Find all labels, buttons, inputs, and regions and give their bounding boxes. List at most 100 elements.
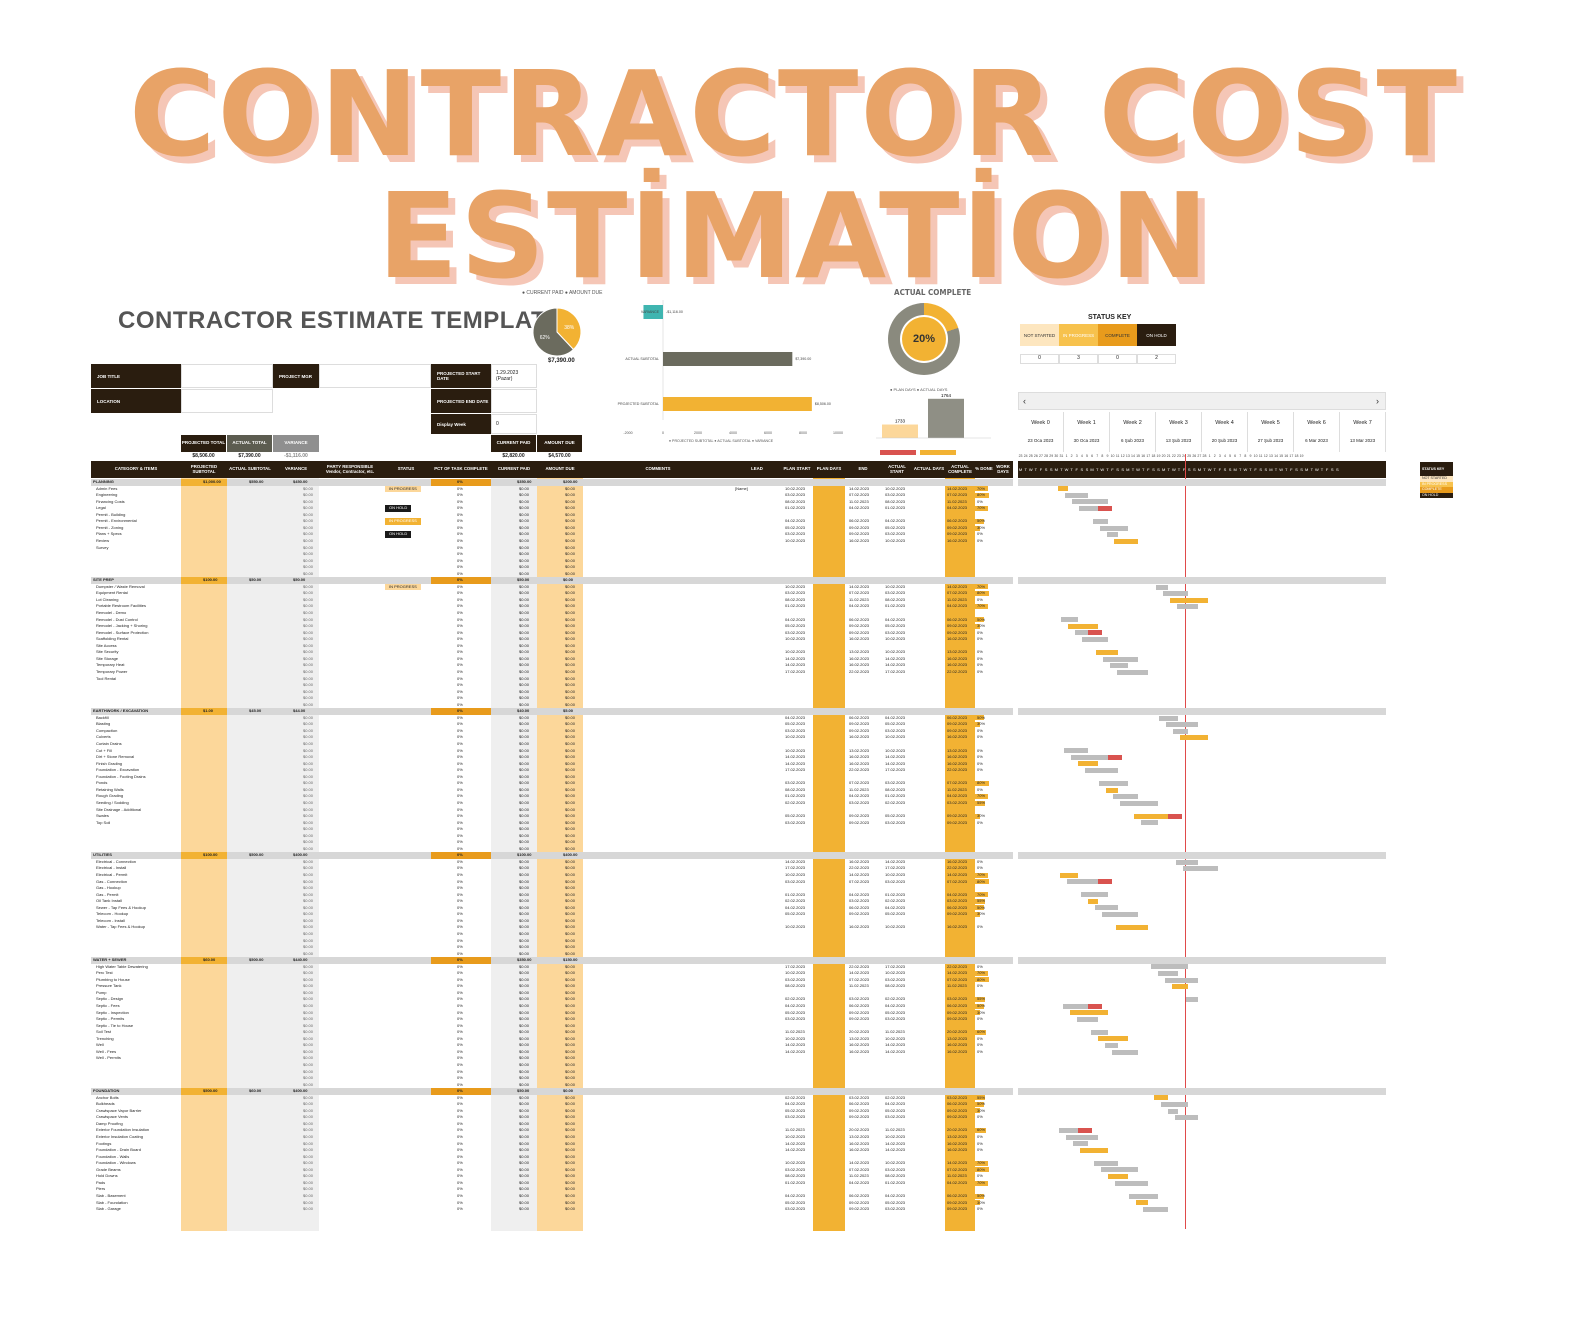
done-pct: 0% (977, 734, 983, 740)
plan-start: 14.02.2023 (785, 858, 806, 864)
section-name: UTILITIES (93, 852, 112, 858)
actual-complete: 09.02.2023 (947, 623, 968, 629)
actual-complete: 13.02.2023 (947, 747, 968, 753)
item-paid: $0.00 (519, 898, 530, 904)
plan-start: 05.02.2023 (785, 1199, 806, 1205)
gantt-overrun-bar (1088, 1003, 1102, 1009)
done-pct: 55% (977, 898, 986, 904)
actual-complete: 16.02.2023 (947, 636, 968, 642)
item-due: $0.00 (565, 885, 576, 891)
item-pct: 0% (457, 662, 463, 668)
item-paid: $0.00 (519, 629, 530, 635)
item-paid: $0.00 (519, 996, 530, 1002)
actual-complete: 03.02.2023 (947, 996, 968, 1002)
table-row: Ponds $0.00 0% $0.00 $0.00 03.02.2023 07.02.20… (91, 780, 1013, 787)
plan-start: 01.02.2023 (785, 505, 806, 511)
item-pct: 0% (457, 682, 463, 688)
gantt-day-letter: F (1075, 467, 1078, 472)
item-due: $0.00 (565, 1120, 576, 1126)
item-paid: $0.00 (519, 1120, 530, 1126)
gantt-day-number: 13 (1125, 454, 1130, 458)
item-due: $0.00 (565, 714, 576, 720)
end-date: 06.02.2023 (849, 904, 870, 910)
done-pct: 0% (977, 1206, 983, 1212)
item-pct: 0% (457, 989, 463, 995)
item-variance: $0.00 (303, 747, 314, 753)
item-variance: $0.00 (303, 806, 314, 812)
item-name: Site Access (96, 642, 117, 648)
table-row: Crawlspace Vapor Barrier $0.00 0% $0.00 $0.0… (91, 1108, 1013, 1115)
item-paid: $0.00 (519, 531, 530, 537)
item-variance: $0.00 (303, 832, 314, 838)
item-name: Plumbing to House (96, 976, 130, 982)
display-week-field[interactable]: 0 (491, 414, 537, 434)
gantt-day-number: 20 (1161, 454, 1166, 458)
item-due: $0.00 (565, 1134, 576, 1139)
table-row: Review $0.00 0% $0.00 $0.00 10.02.2023 16.02.2… (91, 538, 1013, 545)
plan-start: 02.02.2023 (785, 799, 806, 805)
item-variance: $0.00 (303, 937, 314, 943)
projected-start-field[interactable]: 1.29.2023 (Pazar) (491, 364, 537, 388)
actual-start: 05.02.2023 (885, 813, 906, 819)
actual-complete: 09.02.2023 (947, 531, 968, 537)
project-mgr-field[interactable] (319, 364, 431, 388)
location-field[interactable] (181, 389, 273, 413)
gantt-day-letter: S (1121, 467, 1125, 472)
item-paid: $0.00 (519, 754, 530, 760)
item-due: $0.00 (565, 911, 576, 917)
item-paid: $0.00 (519, 1094, 530, 1100)
actual-start: 03.02.2023 (885, 819, 906, 825)
bar-legend: ● PROJECTED SUBTOTAL ● ACTUAL SUBTOTAL ●… (669, 439, 774, 443)
item-variance: $0.00 (303, 944, 314, 950)
status-legend-item: NOT STARTED (1420, 476, 1453, 482)
job-title-field[interactable] (181, 364, 273, 388)
item-name: Electrical - Install (96, 865, 127, 871)
item-due: $0.00 (565, 1061, 576, 1067)
scroll-left-icon[interactable]: ‹ (1023, 396, 1026, 406)
end-date: 04.02.2023 (849, 603, 870, 609)
gantt-scrollbar[interactable]: ‹ › (1018, 392, 1386, 410)
item-paid: $0.00 (519, 989, 530, 995)
table-row: $0.00 0% $0.00 $0.00 (91, 551, 1013, 558)
projected-end-field[interactable] (491, 389, 537, 413)
table-row: Damp Proofing $0.00 0% $0.00 $0.00 (91, 1121, 1013, 1128)
table-row: $0.00 0% $0.00 $0.00 (91, 1082, 1013, 1089)
status-badge: IN PROGRESS (385, 518, 421, 525)
item-paid: $0.00 (519, 1075, 530, 1081)
gantt-bar (1176, 859, 1198, 865)
item-pct: 0% (457, 917, 463, 923)
gantt-day-letter: T (1034, 467, 1038, 472)
gantt-bar (1129, 1193, 1158, 1199)
project-mgr-label: PROJECT MGR (273, 364, 319, 388)
section-actual: $45.00 (249, 708, 262, 714)
gantt-bar (1071, 754, 1108, 760)
column-header: ACTUAL START (881, 461, 913, 478)
table-row: Pressure Tank $0.00 0% $0.00 $0.00 08.02.2023… (91, 983, 1013, 990)
gantt-bar (1134, 813, 1168, 819)
item-pct: 0% (457, 1199, 463, 1205)
actual-complete: 13.02.2023 (947, 1035, 968, 1041)
item-variance: $0.00 (303, 1075, 314, 1081)
plan-start: 01.02.2023 (785, 603, 806, 609)
table-row: Oil Tank Install $0.00 0% $0.00 $0.00 02.02.2… (91, 898, 1013, 905)
column-header: VARIANCE (273, 461, 319, 478)
item-due: $0.00 (565, 773, 576, 779)
gantt-week-date: 30 Oca 2023 (1073, 438, 1100, 443)
done-pct: 0% (977, 636, 983, 642)
done-pct: 80% (977, 1166, 986, 1172)
item-paid: $0.00 (519, 616, 530, 622)
scroll-right-icon[interactable]: › (1376, 396, 1379, 406)
item-paid: $0.00 (519, 944, 530, 950)
actual-start: 14.02.2023 (885, 1048, 906, 1054)
gantt-day-number: 27 (1039, 454, 1043, 458)
actual-complete: 16.02.2023 (947, 1048, 968, 1054)
item-paid: $0.00 (519, 1179, 530, 1185)
item-name: Foundation - Walls (96, 1153, 130, 1159)
done-pct: 0% (977, 1035, 983, 1041)
section-pct-tint (431, 1088, 491, 1095)
gantt-bar (1100, 525, 1128, 531)
table-row: Perc Test $0.00 0% $0.00 $0.00 10.02.2023 14.0… (91, 970, 1013, 977)
plan-start: 01.02.2023 (785, 793, 806, 799)
item-pct: 0% (457, 1094, 463, 1100)
item-paid: $0.00 (519, 714, 530, 720)
